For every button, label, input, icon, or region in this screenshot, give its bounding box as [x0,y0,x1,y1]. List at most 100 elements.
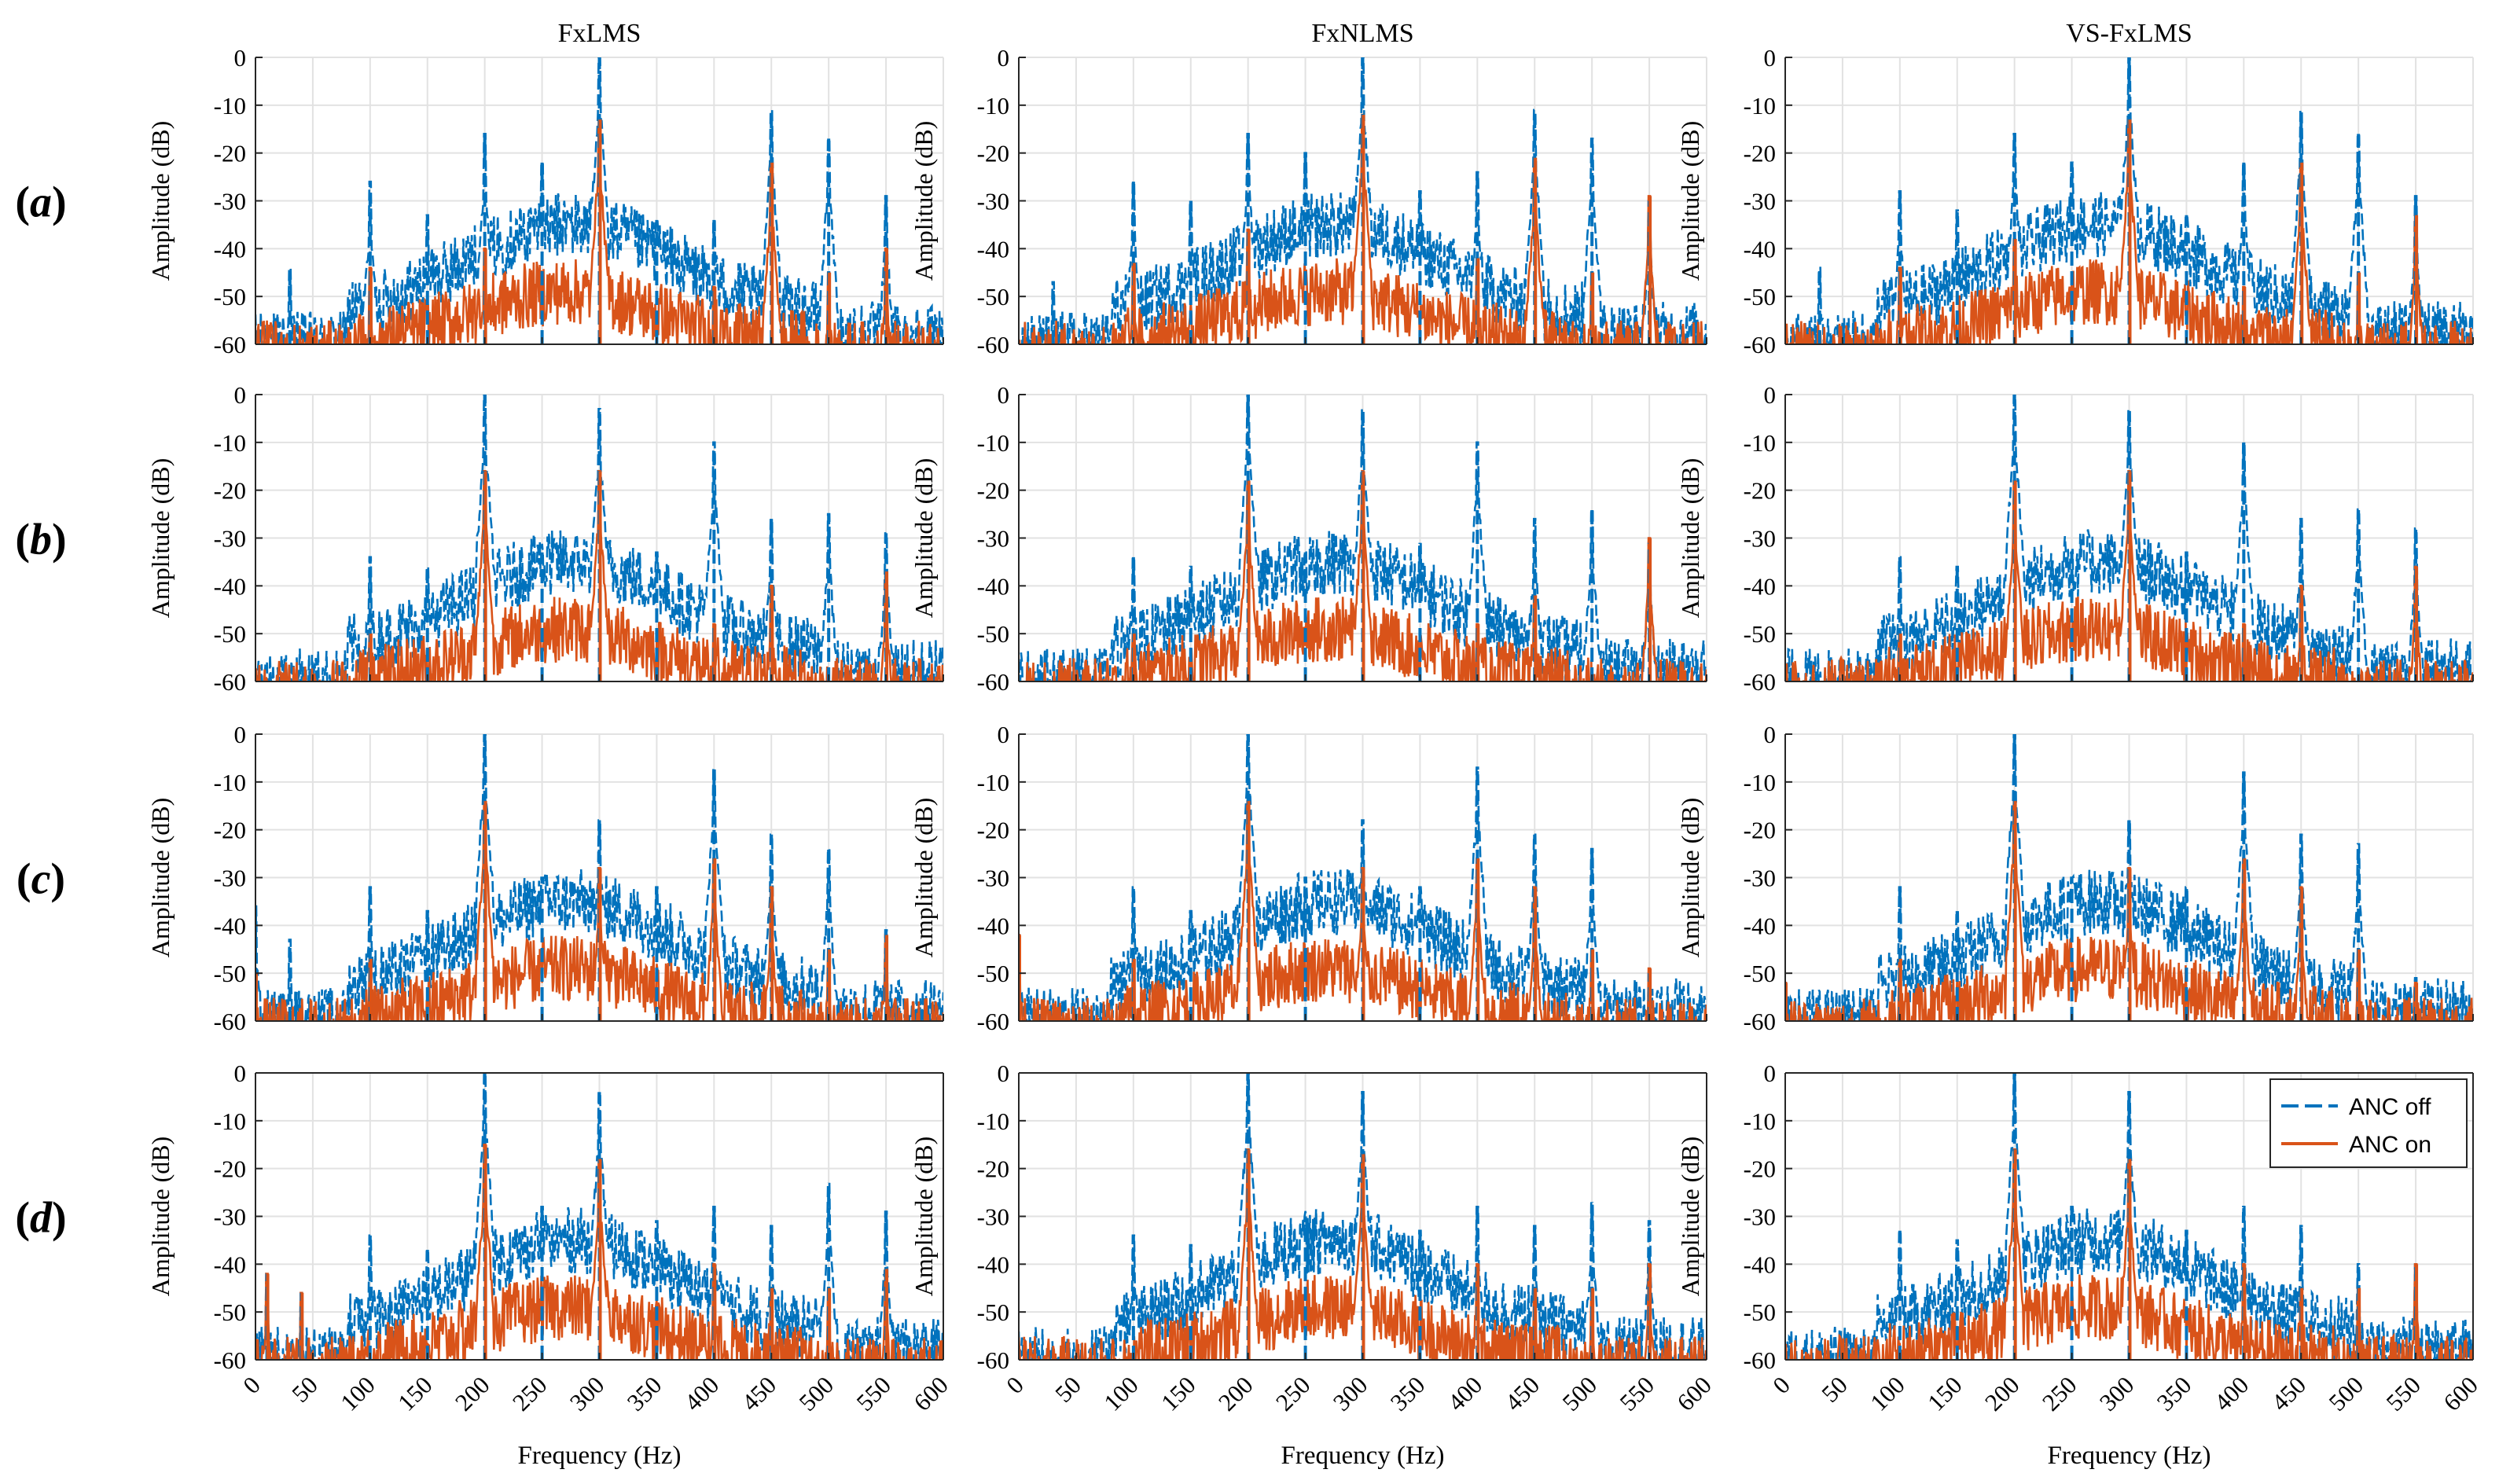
x-tick-label: 200 [450,1371,495,1416]
series-anc-off [255,1073,943,1360]
y-tick-label: -50 [214,283,246,310]
y-tick-label: -40 [214,235,246,263]
x-tick-label: 150 [1156,1371,1201,1416]
panel-d-fxnlms: 0-10-20-30-40-50-600 50 100 150 200 250 300 350… [910,1060,1717,1470]
x-tick-label: 550 [2380,1371,2426,1416]
y-tick-label: -60 [977,668,1009,696]
y-tick-label: -40 [1744,1251,1776,1278]
y-tick-label: -10 [1744,1107,1776,1135]
y-tick-label: -30 [977,525,1009,553]
x-tick-label: 400 [2209,1371,2255,1416]
y-tick-label: -20 [977,817,1009,844]
y-tick-label: -40 [214,912,246,939]
panel-c-fxlms: 0 -10 -20 -30 -40 -50 -60 Amplitude (dB) [146,721,944,1035]
x-tick-label: 50 [1049,1371,1086,1408]
legend-box [2269,1078,2468,1168]
x-tick-label: 500 [1556,1371,1602,1416]
y-tick-label: -30 [214,188,246,215]
y-axis-label: Amplitude (dB) [910,121,938,281]
x-tick-label: 300 [2094,1371,2140,1416]
y-tick-label: -30 [977,188,1009,215]
y-tick-label: -10 [977,429,1009,457]
y-tick-label: -60 [1744,331,1776,358]
y-tick-label: 0 [1764,721,1777,748]
y-tick-label: -40 [214,1251,246,1278]
y-tick-label: -60 [214,331,246,358]
y-tick-label: 0 [234,44,247,72]
y-tick-label: -30 [1744,188,1776,215]
y-axis-label: Amplitude (dB) [910,458,938,619]
y-tick-label: -60 [1744,668,1776,696]
x-tick-label: 350 [622,1371,667,1416]
column-title-vs-fxlms: VS-FxLMS [2066,19,2192,48]
x-tick-label: 450 [1500,1371,1545,1416]
y-tick-label: 0 [998,721,1010,748]
y-tick-label: -50 [214,620,246,648]
x-tick-label: 400 [1442,1371,1488,1416]
y-tick-label: -20 [1744,817,1776,844]
series-anc-off [1019,1073,1707,1360]
y-tick-label: -50 [214,960,246,987]
panel-b-vs-fxlms: 0 -10 -20 -30 -40 -50 -60 Amplitude (dB) [1676,381,2474,696]
y-tick-label: -30 [1744,525,1776,553]
y-tick-label: -40 [977,912,1009,939]
y-tick-label: -10 [977,1107,1009,1135]
x-tick-label: 600 [1671,1371,1717,1416]
series-anc-off [1785,395,2472,681]
y-axis-label: Amplitude (dB) [146,798,175,958]
y-tick-label: -30 [214,865,246,892]
series-anc-off [1785,1073,2473,1360]
y-tick-label: 0 [234,721,247,748]
y-tick-label: 0 [1764,381,1777,409]
x-tick-label: 250 [507,1371,553,1416]
x-axis-label: Frequency (Hz) [2048,1442,2211,1470]
x-tick-label: 550 [1614,1371,1659,1416]
x-tick-label: 500 [2323,1371,2369,1416]
x-tick-label: 300 [1328,1371,1373,1416]
x-axis-label: Frequency (Hz) [1281,1442,1445,1470]
x-tick-label: 600 [908,1371,954,1416]
y-tick-label: 0 [998,381,1010,409]
y-tick-label: 0 [998,44,1010,72]
y-axis-label: Amplitude (dB) [1676,798,1704,958]
y-tick-label: -50 [977,960,1009,987]
y-axis-label: Amplitude (dB) [146,1137,175,1297]
y-tick-label: -20 [977,477,1009,505]
row-label-d: (d) [15,1194,66,1243]
y-tick-label: 0 [1764,44,1777,72]
y-tick-label: 0 [1764,1060,1777,1087]
y-tick-label: -60 [1744,1008,1776,1035]
x-tick-label: 100 [1865,1371,1910,1416]
series-anc-off [1785,734,2473,1021]
y-tick-label: -60 [977,1008,1009,1035]
y-tick-label: -50 [977,1298,1009,1326]
y-axis-label: Amplitude (dB) [1676,1137,1704,1297]
legend-label-anc-off: ANC off [2349,1094,2431,1120]
y-tick-label: -40 [977,235,1009,263]
y-tick-label: -40 [977,572,1009,600]
x-tick-label: 50 [286,1371,323,1408]
panel-d-vs-fxlms: 0-10-20-30-40-50-600 50 100 150 200 250 300 350… [1676,1060,2483,1470]
column-title-fxnlms: FxNLMS [1311,19,1413,48]
y-tick-label: 0 [998,1060,1010,1087]
x-tick-label: 250 [1270,1371,1316,1416]
series-anc-off [1785,57,2473,344]
y-axis-label: Amplitude (dB) [146,121,175,281]
panel-a-vs-fxlms: 0 -10 -20 -30 -40 -50 -60 Amplitude (dB) VS-FxLM… [1676,19,2474,358]
y-tick-label: -20 [1744,477,1776,505]
y-axis-label: Amplitude (dB) [1676,458,1704,619]
y-tick-label: -30 [977,865,1009,892]
y-tick-label: -10 [1744,92,1776,119]
row-label-b: (b) [15,516,66,564]
y-tick-label: -60 [1744,1346,1776,1374]
x-tick-label: 350 [2152,1371,2197,1416]
y-tick-label: -10 [214,1107,246,1135]
x-axis-label: Frequency (Hz) [518,1442,682,1470]
x-tick-label: 0 [1001,1371,1029,1399]
x-tick-label: 200 [1979,1371,2025,1416]
y-tick-label: -40 [977,1251,1009,1278]
row-label-c: (c) [17,855,65,904]
y-tick-label: -30 [214,1203,246,1231]
x-tick-label: 100 [335,1371,380,1416]
panel-c-fxnlms: 0 -10 -20 -30 -40 -50 -60 Amplitude (dB) [910,721,1707,1035]
